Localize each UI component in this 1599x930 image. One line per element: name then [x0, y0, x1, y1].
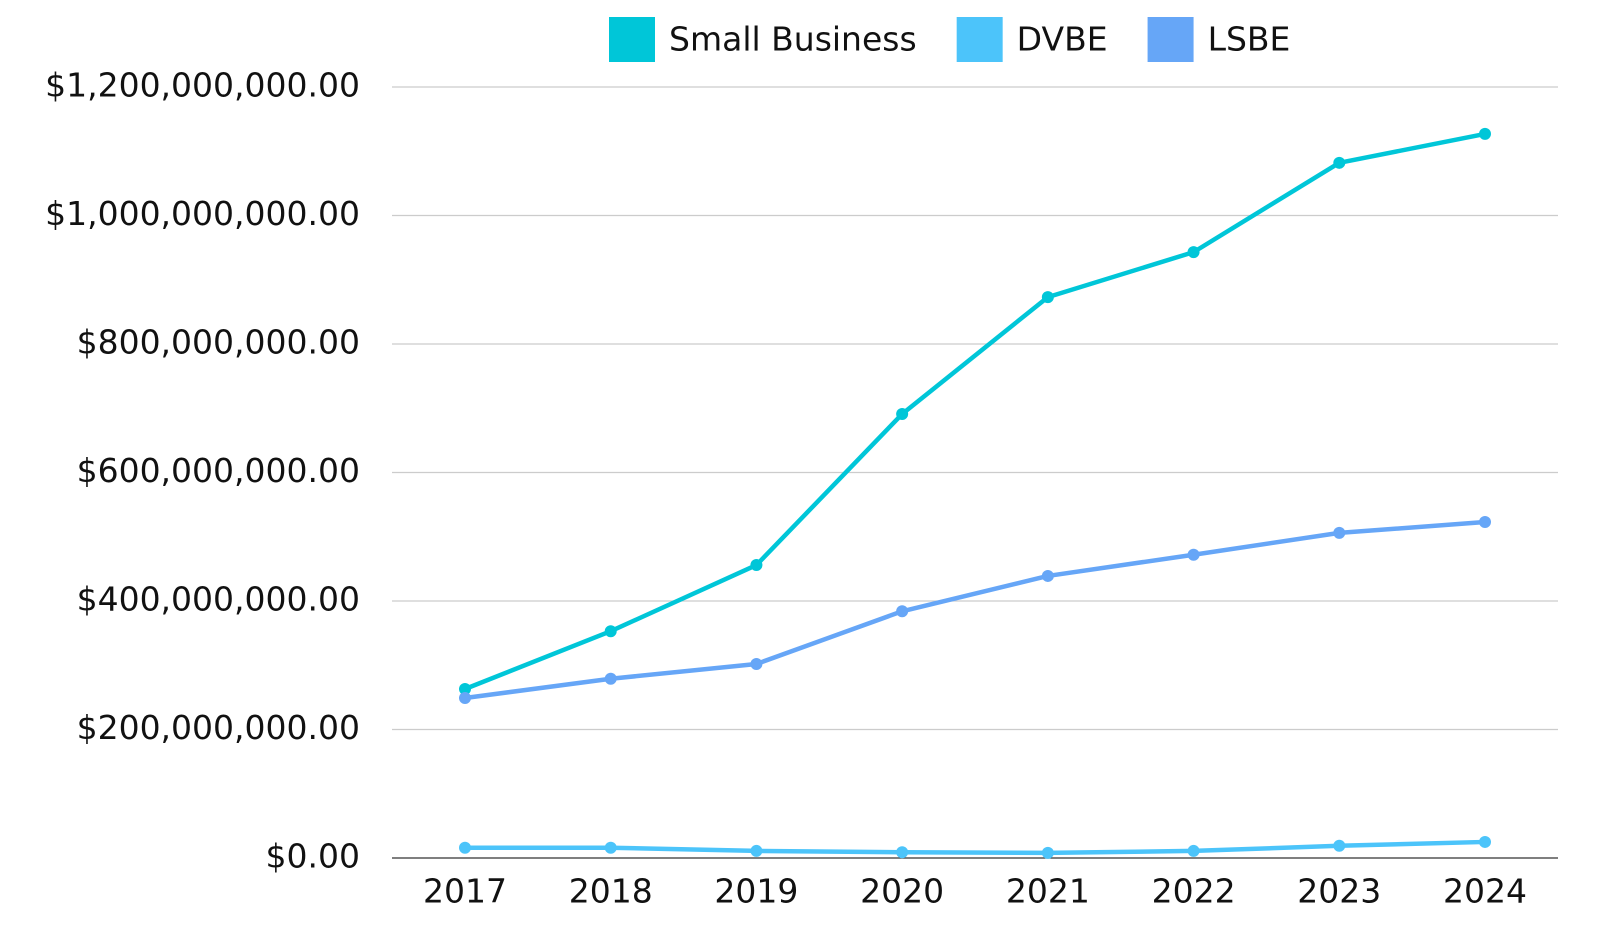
legend-label: Small Business: [669, 20, 917, 59]
series-line: [465, 839, 1486, 856]
x-tick-label: 2020: [860, 872, 944, 911]
y-tick-label: $200,000,000.00: [77, 708, 360, 747]
x-tick-label: 2023: [1297, 872, 1381, 911]
data-point: [1479, 127, 1491, 140]
data-point: [1041, 291, 1054, 304]
data-point: [750, 559, 763, 572]
data-point: [604, 672, 617, 685]
x-tick-label: 2018: [569, 872, 653, 911]
legend-swatch: [956, 17, 1003, 62]
legend-label: DVBE: [1017, 20, 1108, 59]
x-tick-label: 2021: [1006, 872, 1090, 911]
legend-swatch: [1147, 17, 1194, 62]
data-point: [1187, 548, 1200, 561]
data-point: [1333, 156, 1346, 169]
series-line: [464, 519, 1486, 701]
data-point: [1187, 246, 1200, 259]
y-tick-label: $800,000,000.00: [77, 323, 360, 362]
data-point: [1479, 515, 1491, 528]
data-point: [459, 841, 471, 854]
data-point: [459, 683, 471, 696]
x-tick-label: 2017: [423, 872, 507, 911]
x-tick-label: 2019: [714, 872, 798, 911]
data-point: [750, 657, 763, 670]
data-point: [896, 408, 909, 421]
y-tick-label: $400,000,000.00: [77, 580, 360, 619]
y-tick-label: $1,000,000,000.00: [45, 194, 360, 233]
legend-label: LSBE: [1208, 20, 1291, 59]
data-point: [1041, 846, 1054, 859]
y-tick-label: $1,200,000,000.00: [45, 66, 360, 105]
data-point: [1333, 526, 1346, 539]
data-point: [896, 846, 909, 859]
y-tick-label: $0.00: [266, 837, 360, 876]
data-point: [1333, 839, 1346, 852]
y-tick-label: $600,000,000.00: [77, 451, 360, 490]
data-point: [1187, 844, 1200, 857]
data-point: [1479, 835, 1491, 848]
data-point: [604, 625, 617, 638]
series-line: [464, 131, 1486, 692]
data-point: [750, 844, 763, 857]
data-point: [604, 841, 617, 854]
data-point: [896, 605, 909, 618]
data-point: [459, 692, 471, 705]
x-tick-label: 2024: [1443, 872, 1527, 911]
legend-swatch: [609, 17, 655, 62]
data-point: [1041, 569, 1054, 582]
x-tick-label: 2022: [1152, 872, 1236, 911]
